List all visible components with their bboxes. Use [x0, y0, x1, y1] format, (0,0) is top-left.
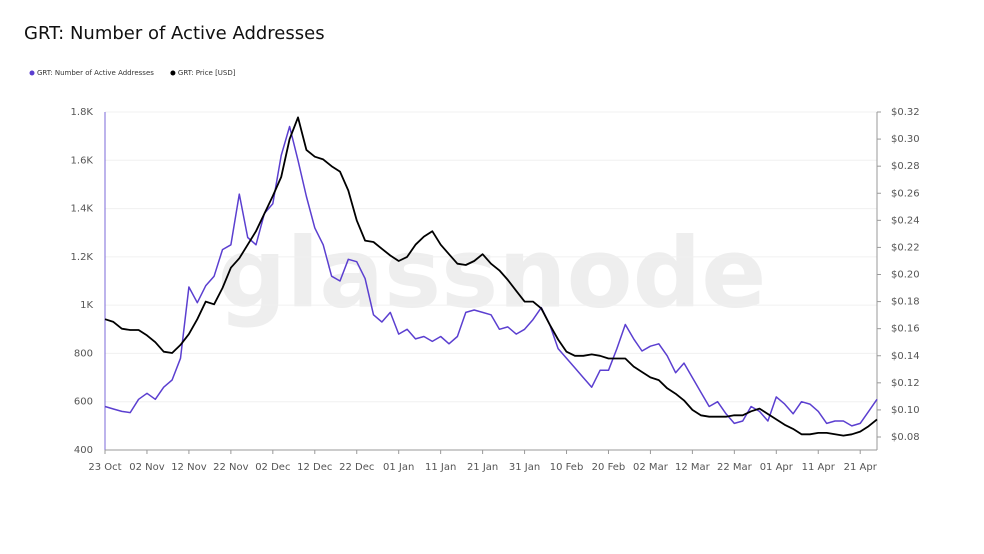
y-tick-label: 600 [74, 397, 93, 408]
x-tick-label: 22 Dec [339, 462, 374, 473]
x-tick-label: 21 Apr [844, 462, 878, 473]
y-tick-label: 1.4K [71, 204, 94, 215]
legend-swatch [170, 70, 176, 76]
y2-tick-label: $0.16 [891, 324, 920, 335]
x-tick-label: 02 Dec [255, 462, 290, 473]
x-tick-label: 11 Jan [425, 462, 456, 473]
y2-tick-label: $0.28 [891, 161, 920, 172]
y2-tick-label: $0.24 [891, 215, 920, 226]
y-tick-label: 400 [74, 445, 93, 456]
chart-title: GRT: Number of Active Addresses [24, 23, 325, 44]
legend-label: GRT: Number of Active Addresses [37, 69, 154, 77]
x-tick-label: 02 Nov [129, 462, 165, 473]
x-tick-label: 31 Jan [509, 462, 540, 473]
y2-tick-label: $0.12 [891, 378, 920, 389]
y2-tick-label: $0.32 [891, 107, 920, 118]
y-tick-label: 1.8K [71, 107, 94, 118]
x-tick-label: 10 Feb [550, 462, 584, 473]
x-tick-label: 01 Jan [383, 462, 414, 473]
y-tick-label: 1.6K [71, 155, 94, 166]
line-series [104, 125, 878, 427]
x-tick-label: 22 Nov [213, 462, 249, 473]
x-tick-label: 12 Dec [297, 462, 332, 473]
x-tick-label: 11 Apr [802, 462, 836, 473]
y2-tick-label: $0.30 [891, 134, 920, 145]
x-tick-label: 12 Mar [675, 462, 711, 473]
y2-tick-label: $0.22 [891, 242, 920, 253]
legend-swatch [29, 70, 35, 76]
y2-tick-label: $0.26 [891, 188, 920, 199]
x-tick-label: 12 Nov [171, 462, 207, 473]
y2-tick-label: $0.10 [891, 405, 920, 416]
y-tick-label: 1K [80, 300, 93, 311]
line-series [104, 116, 878, 437]
y2-tick-label: $0.08 [891, 432, 920, 443]
x-tick-label: 21 Jan [467, 462, 498, 473]
y-tick-label: 1.2K [71, 252, 94, 263]
y-tick-label: 800 [74, 348, 93, 359]
x-tick-label: 02 Mar [633, 462, 669, 473]
y2-tick-label: $0.14 [891, 351, 920, 362]
x-tick-label: 01 Apr [760, 462, 794, 473]
x-tick-label: 23 Oct [88, 462, 121, 473]
x-tick-label: 20 Feb [592, 462, 626, 473]
y2-tick-label: $0.18 [891, 297, 920, 308]
y2-tick-label: $0.20 [891, 270, 920, 281]
watermark: glassnode [218, 217, 767, 329]
x-tick-label: 22 Mar [717, 462, 753, 473]
legend-label: GRT: Price [USD] [178, 69, 236, 77]
